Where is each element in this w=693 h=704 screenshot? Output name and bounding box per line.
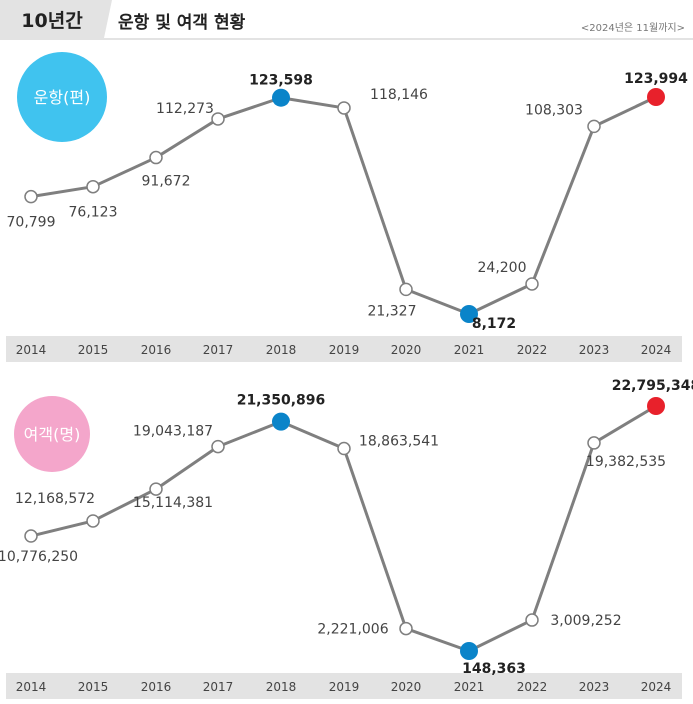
flights-tick-2015: 2015 bbox=[78, 343, 109, 357]
flights-value-label-2018: 123,598 bbox=[249, 73, 313, 89]
passengers-point-2023 bbox=[587, 436, 601, 450]
flights-value-label-2021: 8,172 bbox=[472, 316, 516, 332]
section-subtitle: 운항 및 여객 현황 bbox=[118, 13, 246, 33]
passengers-value-label-2024: 22,795,348 bbox=[612, 378, 693, 394]
flights-tick-2020: 2020 bbox=[391, 343, 422, 357]
flights-point-2017 bbox=[211, 112, 225, 126]
flights-tick-2019: 2019 bbox=[329, 343, 360, 357]
passengers-axis-band bbox=[6, 673, 682, 699]
flights-tick-2021: 2021 bbox=[454, 343, 485, 357]
page-header: 10년간 운항 및 여객 현황 <2024년은 11월까지> bbox=[0, 0, 693, 40]
passengers-value-label-2019: 18,863,541 bbox=[359, 434, 439, 450]
flights-tick-2018: 2018 bbox=[266, 343, 297, 357]
period-tab: 10년간 bbox=[0, 0, 104, 38]
flights-point-2024 bbox=[647, 88, 665, 106]
flights-point-2021 bbox=[460, 305, 478, 323]
passengers-tick-2021: 2021 bbox=[454, 680, 485, 694]
passengers-value-label-2017: 19,043,187 bbox=[133, 424, 213, 440]
passengers-point-2024 bbox=[647, 397, 665, 415]
flights-point-2023 bbox=[587, 119, 601, 134]
flights-value-label-2015: 76,123 bbox=[69, 205, 118, 221]
period-note: <2024년은 11월까지> bbox=[580, 23, 685, 34]
flights-tick-2023: 2023 bbox=[579, 343, 610, 357]
passengers-value-label-2022: 3,009,252 bbox=[550, 613, 621, 629]
flights-value-label-2024: 123,994 bbox=[624, 71, 688, 87]
passengers-tick-2014: 2014 bbox=[16, 680, 47, 694]
passengers-value-label-2014: 10,776,250 bbox=[0, 549, 78, 565]
flights-point-2022 bbox=[525, 277, 539, 291]
flights-point-2020 bbox=[399, 282, 413, 297]
flights-value-label-2022: 24,200 bbox=[478, 260, 527, 276]
passengers-value-label-2015: 12,168,572 bbox=[15, 491, 95, 507]
flights-value-label-2019: 118,146 bbox=[370, 87, 428, 103]
passengers-point-2019 bbox=[337, 441, 351, 456]
passengers-badge bbox=[14, 396, 90, 472]
passengers-tick-2015: 2015 bbox=[78, 680, 109, 694]
flights-point-2016 bbox=[149, 150, 163, 165]
passengers-value-label-2020: 2,221,006 bbox=[317, 622, 388, 638]
flights-badge-label: 운항(편) bbox=[34, 88, 91, 107]
flights-value-label-2020: 21,327 bbox=[368, 303, 417, 319]
flights-series-line bbox=[30, 95, 657, 316]
flights-value-label-2014: 70,799 bbox=[7, 215, 56, 231]
passengers-tick-2016: 2016 bbox=[141, 680, 172, 694]
passengers-value-label-2016: 15,114,381 bbox=[133, 495, 213, 511]
passengers-tick-2020: 2020 bbox=[391, 680, 422, 694]
passengers-point-2014 bbox=[24, 529, 38, 543]
flights-value-label-2017: 112,273 bbox=[156, 101, 214, 117]
passengers-tick-2023: 2023 bbox=[579, 680, 610, 694]
passengers-tick-2017: 2017 bbox=[203, 680, 234, 694]
flights-axis-band bbox=[6, 336, 682, 362]
passengers-tick-2018: 2018 bbox=[266, 680, 297, 694]
passengers-value-label-2018: 21,350,896 bbox=[237, 393, 326, 409]
passengers-tick-2024: 2024 bbox=[641, 680, 672, 694]
passengers-point-2020 bbox=[399, 621, 413, 636]
flights-tick-2016: 2016 bbox=[141, 343, 172, 357]
passengers-point-2021 bbox=[460, 642, 478, 660]
period-tab-label: 10년간 bbox=[21, 9, 83, 32]
flights-tick-2017: 2017 bbox=[203, 343, 234, 357]
passengers-value-label-2023: 19,382,535 bbox=[586, 454, 666, 470]
flights-point-2015 bbox=[86, 179, 100, 194]
flights-tick-2024: 2024 bbox=[641, 343, 672, 357]
flights-badge bbox=[17, 52, 107, 142]
passengers-value-label-2021: 148,363 bbox=[462, 661, 526, 677]
flights-point-2018 bbox=[272, 88, 290, 107]
passengers-point-2017 bbox=[211, 439, 225, 454]
passengers-badge-label: 여객(명) bbox=[24, 425, 81, 444]
header-divider bbox=[0, 38, 693, 40]
flights-value-label-2016: 91,672 bbox=[142, 174, 191, 190]
flights-tick-2014: 2014 bbox=[16, 343, 47, 357]
passengers-tick-2022: 2022 bbox=[517, 680, 548, 694]
passengers-point-2016 bbox=[149, 482, 163, 496]
passengers-tick-2019: 2019 bbox=[329, 680, 360, 694]
passengers-point-2018 bbox=[272, 412, 290, 431]
tab-notch bbox=[104, 0, 112, 38]
passengers-point-2022 bbox=[525, 613, 539, 627]
flights-point-2019 bbox=[337, 101, 351, 115]
passengers-point-2015 bbox=[86, 514, 100, 528]
flights-tick-2022: 2022 bbox=[517, 343, 548, 357]
flights-point-2014 bbox=[24, 189, 38, 204]
flights-value-label-2023: 108,303 bbox=[525, 102, 583, 118]
